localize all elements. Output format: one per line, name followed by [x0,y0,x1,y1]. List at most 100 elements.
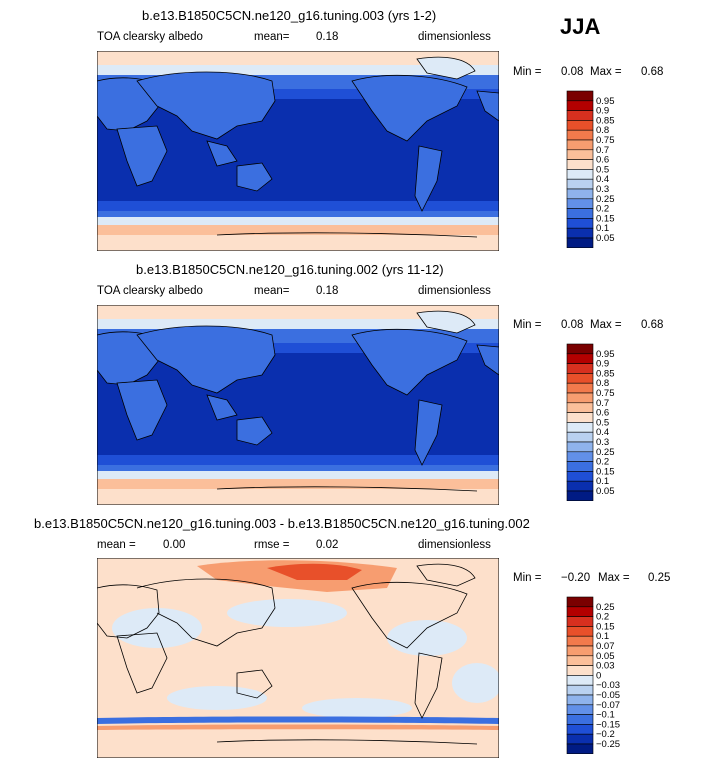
colorbar-box [566,169,594,180]
colorbar-box [566,110,594,121]
difference-map [97,558,499,758]
colorbar-box [566,714,594,725]
colorbar-label: 0.75 [596,388,615,399]
min-label: Min = [513,319,542,331]
colorbar-box [566,208,594,219]
colorbar-label: 0.25 [596,194,615,205]
colorbar-box [566,139,594,151]
colorbar-box [566,218,594,229]
mean-value: 0.00 [163,539,186,551]
colorbar-label: 0.1 [596,476,609,487]
mean-value: 0.18 [316,285,339,297]
colorbar-label: 0.95 [596,349,615,360]
colorbar: 0.250.20.150.10.070.050.030−0.03−0.05−0.… [566,596,620,754]
colorbar-box [566,704,594,715]
colorbar: 0.950.90.850.80.750.70.60.50.40.30.250.2… [566,343,615,501]
units-label: dimensionless [418,31,491,43]
colorbar-label: −0.1 [596,710,615,721]
colorbar-box [566,665,594,676]
colorbar-label: 0.6 [596,408,609,419]
colorbar-box [566,402,594,413]
colorbar-box [566,392,594,404]
colorbar-box [566,227,594,239]
colorbar-label: 0.75 [596,135,615,146]
colorbar-label: −0.03 [596,680,620,691]
colorbar-label: 0.4 [596,174,609,185]
min-value: 0.08 [561,319,584,331]
colorbar-box [566,743,594,754]
panel-title: b.e13.B1850C5CN.ne120_g16.tuning.003 (yr… [142,8,437,23]
colorbar-box [566,237,594,248]
colorbar-box [566,724,594,735]
colorbar-label: 0.03 [596,661,615,672]
colorbar-box [566,490,594,501]
colorbar-box [566,655,594,666]
units-label: dimensionless [418,285,491,297]
colorbar-label: 0 [596,670,601,681]
colorbar-box [566,694,594,706]
colorbar-box [566,645,594,657]
colorbar-label: 0.7 [596,398,609,409]
mean-label: mean = [97,539,136,551]
mean-label: mean= [254,285,290,297]
field-name: TOA clearsky albedo [97,31,203,43]
colorbar-label: −0.07 [596,700,620,711]
rmse-value: 0.02 [316,539,339,551]
colorbar-label: 0.25 [596,447,615,458]
max-label: Max = [598,572,630,584]
colorbar-label: 0.85 [596,368,615,379]
colorbar-label: 0.05 [596,651,615,662]
colorbar-box [566,675,594,686]
colorbar-label: 0.2 [596,204,609,215]
panel-title: b.e13.B1850C5CN.ne120_g16.tuning.002 (yr… [136,262,444,277]
rmse-label: rmse = [254,539,290,551]
colorbar-label: 0.95 [596,96,615,107]
colorbar-box [566,159,594,170]
season-label: JJA [560,14,601,39]
colorbar-box [566,635,594,647]
panel-title: b.e13.B1850C5CN.ne120_g16.tuning.003 - b… [34,516,530,531]
colorbar-box [566,188,594,200]
colorbar-box [566,90,594,102]
colorbar-box [566,471,594,482]
max-label: Max = [590,319,622,331]
colorbar-label: −0.2 [596,729,615,740]
colorbar-label: 0.1 [596,223,609,234]
colorbar-box [566,198,594,209]
colorbar-label: 0.8 [596,125,609,136]
colorbar-box [566,178,594,190]
units-label: dimensionless [418,539,491,551]
min-value: 0.08 [561,66,584,78]
colorbar-label: 0.15 [596,213,615,224]
albedo-map [97,51,499,251]
colorbar-label: 0.5 [596,417,609,428]
colorbar-box [566,149,594,160]
mean-value: 0.18 [316,31,339,43]
colorbar-box [566,616,594,627]
colorbar-box [566,100,594,111]
albedo-map [97,305,499,505]
colorbar-box [566,733,594,745]
colorbar-box [566,606,594,617]
colorbar-box [566,422,594,433]
colorbar-label: 0.05 [596,233,615,244]
colorbar-box [566,480,594,492]
colorbar-label: 0.15 [596,466,615,477]
colorbar-box [566,343,594,355]
colorbar-label: 0.9 [596,359,609,370]
colorbar-label: 0.2 [596,457,609,468]
colorbar-box [566,431,594,443]
colorbar-box [566,451,594,462]
colorbar-box [566,626,594,637]
colorbar-box [566,382,594,394]
colorbar-label: 0.25 [596,602,615,613]
field-name: TOA clearsky albedo [97,285,203,297]
min-label: Min = [513,572,542,584]
colorbar-box [566,596,594,608]
colorbar-label: 0.5 [596,164,609,175]
colorbar-box [566,461,594,472]
colorbar-box [566,412,594,423]
colorbar-label: 0.85 [596,115,615,126]
colorbar-box [566,363,594,374]
colorbar-box [566,353,594,364]
